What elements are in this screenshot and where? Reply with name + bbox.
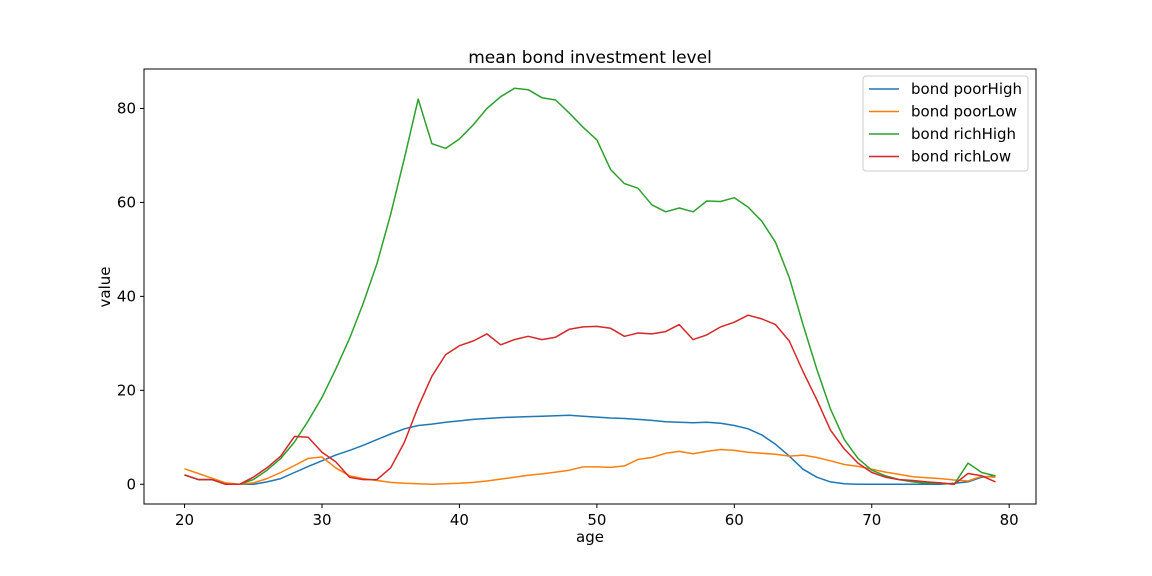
x-tick-label: 30 bbox=[312, 511, 331, 529]
legend-label: bond poorHigh bbox=[911, 80, 1022, 98]
series-line-bond-poorLow bbox=[184, 448, 996, 486]
chart-title: mean bond investment level bbox=[468, 48, 712, 68]
x-tick-label: 80 bbox=[1000, 511, 1019, 529]
y-tick-label: 80 bbox=[117, 99, 136, 117]
y-tick-label: 0 bbox=[126, 475, 136, 493]
x-tick-label: 50 bbox=[587, 511, 606, 529]
plot-frame bbox=[143, 68, 1037, 505]
x-axis-label: age bbox=[576, 528, 604, 546]
y-axis: 0 20 40 60 80 bbox=[117, 99, 144, 493]
x-tick-label: 20 bbox=[175, 511, 194, 529]
legend: bond poorHigh bond poorLow bond richHigh bo… bbox=[862, 75, 1029, 172]
legend-label: bond richLow bbox=[911, 148, 1011, 166]
series-layer bbox=[184, 87, 996, 486]
legend-label: bond poorLow bbox=[911, 103, 1017, 121]
legend-label: bond richHigh bbox=[911, 125, 1016, 143]
x-tick-label: 40 bbox=[450, 511, 469, 529]
x-axis: 20 30 40 50 60 70 80 bbox=[175, 504, 1019, 529]
y-tick-label: 20 bbox=[117, 381, 136, 399]
series-line-bond-richLow bbox=[184, 314, 996, 486]
series-line-bond-poorHigh bbox=[184, 414, 996, 486]
y-axis-label: value bbox=[96, 267, 114, 308]
legend-box bbox=[862, 75, 1029, 172]
y-tick-label: 40 bbox=[117, 287, 136, 305]
y-tick-label: 60 bbox=[117, 193, 136, 211]
x-tick-label: 70 bbox=[862, 511, 881, 529]
x-tick-label: 60 bbox=[725, 511, 744, 529]
series-line-bond-richHigh bbox=[184, 87, 996, 486]
